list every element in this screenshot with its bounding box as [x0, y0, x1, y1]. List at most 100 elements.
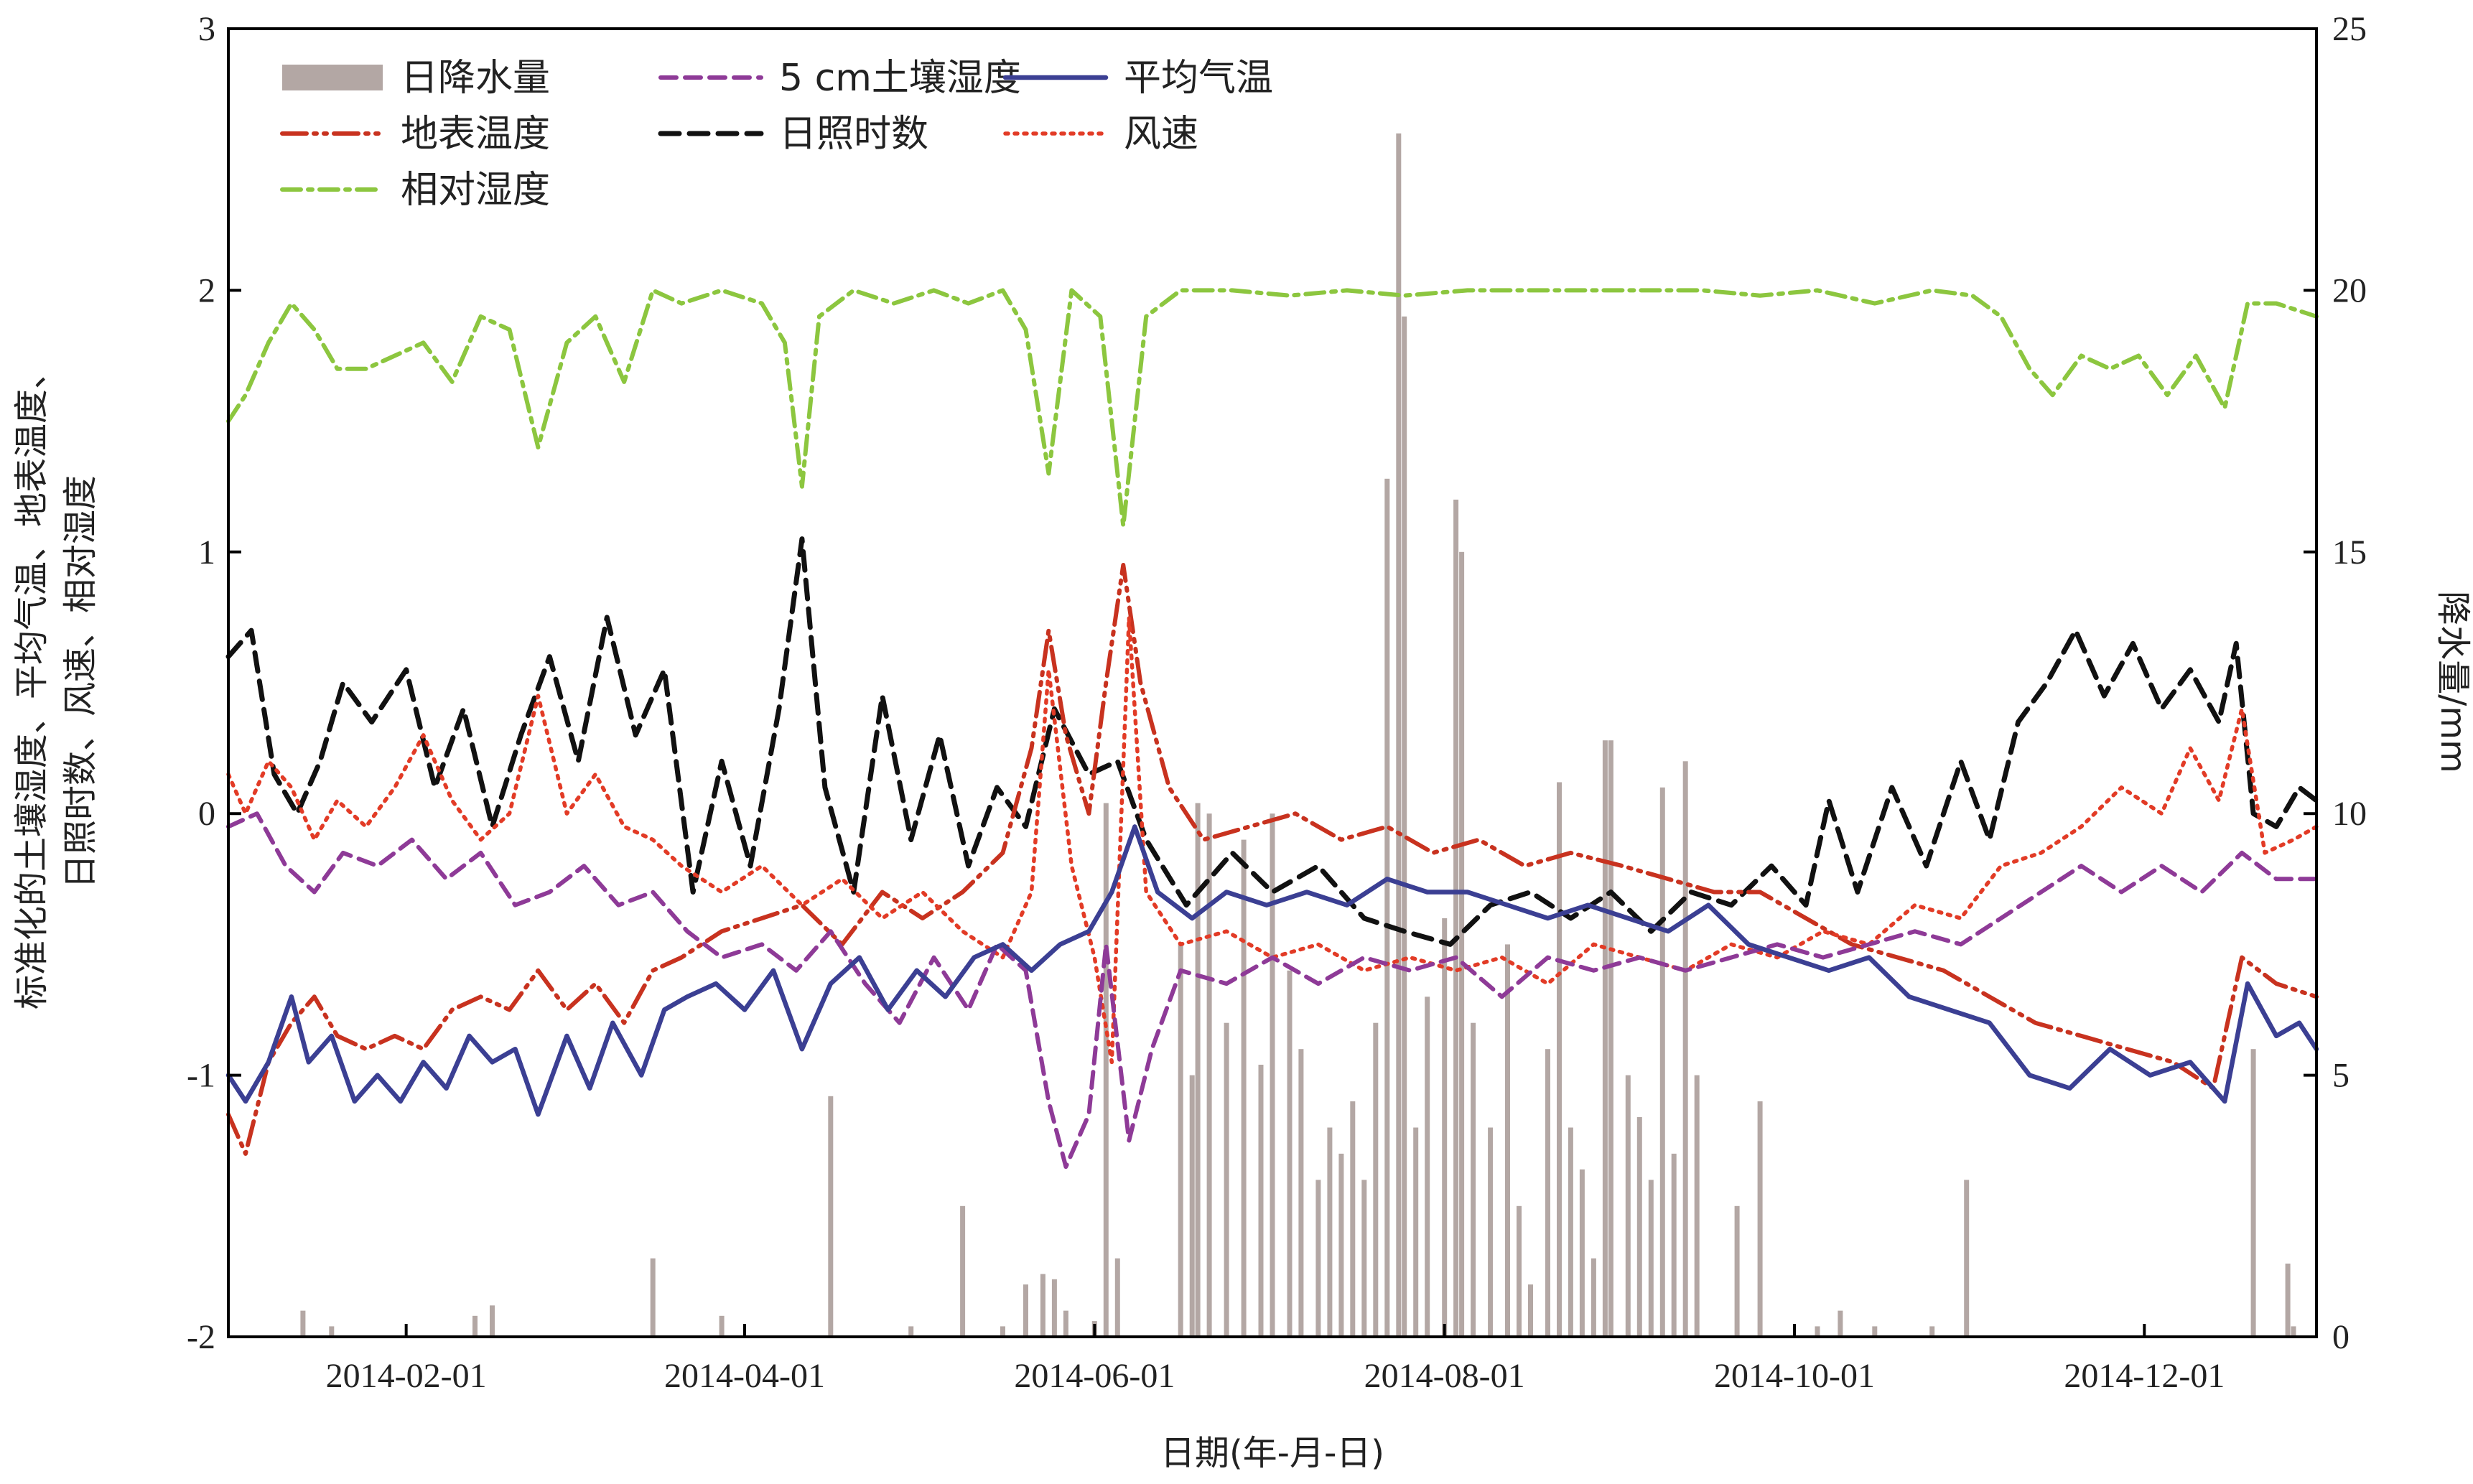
- axes: -2 -1 0 1 2 3 0 5 10 15 20 25 2014-02-01 2014-04-01 20…: [187, 10, 2367, 1395]
- precip-bar: [1315, 1180, 1321, 1337]
- precip-bar: [1425, 997, 1430, 1337]
- x-tick-label: 2014-06-01: [1014, 1357, 1175, 1395]
- precip-bar: [1671, 1153, 1677, 1337]
- precip-bar: [1023, 1284, 1028, 1337]
- precip-bar: [1442, 918, 1448, 1337]
- precip-bar: [1103, 803, 1109, 1337]
- precip-bar: [2285, 1264, 2291, 1337]
- precip-bar: [1327, 1127, 1333, 1337]
- precip-bar: [329, 1326, 335, 1337]
- legend-item-e697a5e9998de6b0b4e9878f: 日降水量: [282, 57, 550, 100]
- y-left-tick-label: -1: [187, 1057, 215, 1095]
- precip-bar: [1964, 1180, 1970, 1337]
- precip-bar: [1659, 787, 1665, 1337]
- precip-bar: [1625, 1075, 1631, 1337]
- precip-bar: [1838, 1310, 1843, 1337]
- series-line-e697a5e785a7e697b6e695b0: [225, 536, 2319, 947]
- precip-bar: [1471, 1022, 1476, 1337]
- precip-bar: [1557, 782, 1562, 1337]
- legend-item-e79bb8e5afb9e6b9bfe5baa6: 相对湿度: [280, 169, 550, 212]
- precip-bar: [1051, 1279, 1057, 1337]
- legend-label: 相对湿度: [401, 169, 550, 212]
- legend-item-520cme59c9fe5a3a4e6b9bfe: 5 cm土壤湿度: [658, 57, 1021, 100]
- precip-bar: [1114, 1258, 1120, 1337]
- precip-bar: [1178, 944, 1183, 1337]
- precip-bar: [1636, 1116, 1642, 1337]
- precip-bar: [1063, 1310, 1068, 1337]
- precip-bar: [1338, 1153, 1344, 1337]
- y-right-tick-label: 5: [2332, 1057, 2349, 1095]
- precip-bar: [1396, 133, 1402, 1337]
- precip-bar: [1350, 1101, 1356, 1337]
- precip-bar: [1459, 551, 1465, 1337]
- precip-bar: [960, 1205, 966, 1337]
- precip-bar: [1579, 1169, 1585, 1337]
- precip-bar: [1298, 1049, 1304, 1337]
- x-tick-label: 2014-10-01: [1714, 1357, 1875, 1395]
- precip-bar: [1545, 1049, 1550, 1337]
- precip-bar: [472, 1315, 478, 1337]
- series-line-e5b9b3e59d87e6b094e6b8a9: [225, 824, 2319, 1117]
- precip-bar: [490, 1305, 495, 1337]
- precip-bar: [1402, 316, 1407, 1337]
- series-line-e79bb8e5afb9e6b9bfe5baa6: [226, 288, 2319, 528]
- plot-frame: [227, 27, 2318, 1338]
- precip-bar: [1258, 1065, 1264, 1337]
- legend-label: 地表温度: [401, 113, 550, 156]
- legend-label: 风速: [1124, 113, 1198, 156]
- series-line-e9a38ee9809f: [226, 615, 2319, 1065]
- x-axis-title: 日期(年-月-日): [1160, 1433, 1384, 1473]
- y-left-tick-label: 2: [198, 271, 215, 309]
- precip-bar: [1384, 478, 1390, 1337]
- precipitation-bars: [300, 133, 2296, 1337]
- precip-bar: [1224, 1022, 1229, 1337]
- y-right-tick-label: 15: [2332, 533, 2367, 571]
- precip-bar: [908, 1326, 914, 1337]
- precip-bar: [1648, 1180, 1654, 1337]
- series-lines: [225, 288, 2319, 1170]
- precip-bar: [1287, 970, 1293, 1337]
- series-line-e59cb0e8a1a8e6b8a9e5baa6: [226, 563, 2319, 1156]
- precip-bar: [1602, 740, 1608, 1337]
- precip-bar: [1453, 499, 1459, 1337]
- precip-bar: [1361, 1180, 1367, 1337]
- precip-bar: [1528, 1284, 1533, 1337]
- legend-label: 5 cm土壤湿度: [779, 57, 1021, 100]
- precip-bar: [1591, 1258, 1596, 1337]
- x-tick-label: 2014-04-01: [664, 1357, 825, 1395]
- precip-bar: [1413, 1127, 1419, 1337]
- y-left-tick-label: -2: [187, 1318, 215, 1356]
- y-axis-title-left-line1: 标准化的土壤湿度、平均气温、地表温度、: [11, 355, 52, 1009]
- precip-bar: [2291, 1326, 2296, 1337]
- precip-bar: [1270, 813, 1275, 1337]
- precip-bar: [2250, 1049, 2256, 1337]
- y-right-tick-label: 10: [2332, 795, 2367, 833]
- y-left-tick-label: 0: [198, 795, 215, 833]
- legend-swatch: [282, 65, 383, 90]
- precip-bar: [719, 1315, 725, 1337]
- precip-bar: [1872, 1326, 1878, 1337]
- y-axis-title-right: 降水量/mm: [2433, 591, 2473, 773]
- x-tick-label: 2014-02-01: [326, 1357, 487, 1395]
- legend-label: 日照时数: [779, 113, 928, 156]
- precip-bar: [1929, 1326, 1935, 1337]
- precip-bar: [1040, 1274, 1045, 1337]
- precip-bar: [1694, 1075, 1700, 1337]
- precip-bar: [1682, 761, 1688, 1337]
- precip-bar: [650, 1258, 656, 1337]
- precip-bar: [1568, 1127, 1573, 1337]
- precip-bar: [1517, 1205, 1522, 1337]
- y-right-tick-label: 20: [2332, 271, 2367, 309]
- legend-item-e9a38ee9809f: 风速: [1003, 113, 1198, 156]
- precip-bar: [1373, 1022, 1379, 1337]
- precip-bar: [1189, 1075, 1195, 1337]
- legend-item-e5b9b3e59d87e6b094e6b8a9: 平均气温: [1002, 57, 1273, 100]
- precip-bar: [1734, 1205, 1740, 1337]
- precip-bar: [1505, 944, 1510, 1337]
- precip-bar: [1195, 803, 1201, 1337]
- y-right-tick-label: 0: [2332, 1318, 2349, 1356]
- y-axis-title-left-line2: 日照时数、风速、相对湿度: [60, 475, 101, 889]
